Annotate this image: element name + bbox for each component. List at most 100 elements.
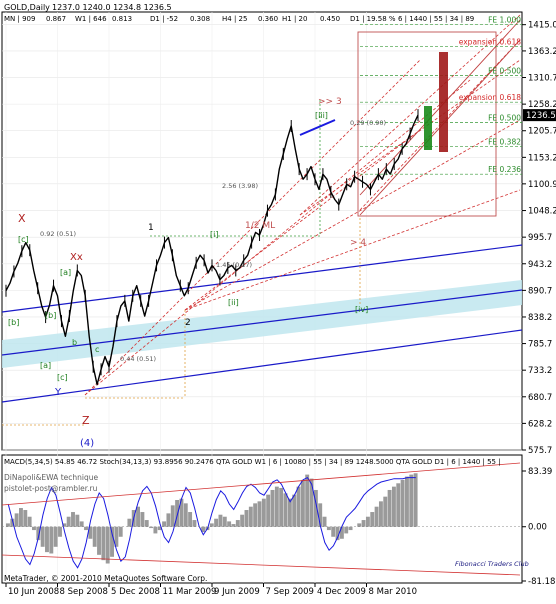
x-tick-label: 7 Sep 2009 [266, 587, 314, 597]
macd-histogram-bar [49, 526, 54, 554]
macd-histogram-bar [391, 486, 396, 527]
wave-label: [c] [57, 373, 68, 382]
pitchfork-line [184, 189, 521, 311]
macd-histogram-bar [166, 513, 171, 527]
macd-histogram-bar [170, 505, 175, 527]
y-tick-label: 1048.2 [528, 207, 556, 217]
pitchfork-line [84, 59, 421, 396]
ratio-label: 1.45 (0.27) [216, 261, 252, 269]
macd-histogram-bar [157, 526, 162, 531]
macd-histogram-bar [396, 483, 401, 527]
ratio-label: 0.29 (0.90) [350, 119, 386, 127]
indicator-trendline [1, 554, 521, 576]
indicator-layer: MACD(5,34,5) 54.85 46.72 Stoch(34,13,3) … [1, 458, 529, 583]
indicator-y-tick-label: 83.39 [528, 467, 552, 477]
projection-bar-red [439, 52, 448, 152]
macd-histogram-bar [257, 501, 262, 527]
pitchfork-line [299, 14, 521, 216]
levels-layer: FE 1.000 expansion 0.618 FE 0.500 expansion… [360, 16, 522, 175]
macd-histogram-bar [71, 512, 75, 527]
wave-label: [b] [8, 318, 19, 327]
fib-level-label: FE 0.500 [488, 66, 521, 75]
x-tick-label: 8 Mar 2010 [369, 587, 417, 597]
macd-histogram-bar [53, 526, 58, 547]
pitchfork-line [184, 129, 421, 311]
x-tick-label: 8 Sep 2008 [60, 587, 108, 597]
macd-histogram-bar [374, 506, 379, 527]
wave-label: [a] [60, 268, 71, 277]
last-price-box [523, 109, 556, 122]
fib-level-label: FE 0.382 [488, 137, 521, 146]
macd-histogram-bar [261, 498, 266, 527]
wave-label: 1/2 ML [245, 221, 275, 231]
y-tick-label: 943.2 [528, 260, 552, 270]
macd-histogram-bar [348, 526, 353, 531]
ratio-label: 2.56 (3.98) [222, 182, 258, 190]
technique-label: DiNapoli&EWA technique [4, 473, 98, 482]
macd-histogram-bar [322, 516, 327, 527]
macd-histogram-bar [218, 514, 223, 527]
macd-histogram-bar [222, 516, 227, 527]
club-label: Fibonacci Traders Club [455, 560, 529, 568]
macd-histogram-bar [183, 503, 188, 527]
projection-bar-green [424, 106, 432, 150]
y-tick-label: 575.7 [528, 446, 552, 456]
wave-label: >> 3 [318, 97, 342, 107]
header-stat: 0.813 [112, 15, 132, 23]
macd-histogram-bar [404, 476, 409, 527]
macd-histogram-bar [378, 501, 383, 527]
wave-label: c [95, 345, 99, 354]
macd-histogram-bar [192, 520, 197, 527]
background-layer [1, 11, 523, 584]
macd-histogram-bar [244, 510, 249, 527]
macd-histogram-bar [97, 526, 101, 555]
wave-label: b [72, 338, 77, 347]
macd-histogram-bar [58, 526, 62, 537]
macd-histogram-bar [19, 508, 23, 527]
y-tick-label: 838.2 [528, 313, 552, 323]
macd-histogram-bar [88, 526, 93, 539]
header-stat: 0.867 [46, 15, 66, 23]
macd-histogram-bar [62, 523, 67, 527]
wave-label: > 4 [350, 238, 366, 248]
wave-label: (4) [80, 438, 94, 449]
macd-histogram-bar [136, 506, 141, 527]
y-tick-label: 995.7 [528, 233, 552, 243]
y-tick-label: 680.7 [528, 393, 552, 403]
macd-histogram-bar [326, 526, 331, 531]
macd-histogram-bar [153, 526, 158, 534]
macd-histogram-bar [283, 493, 288, 527]
macd-histogram-bar [400, 479, 405, 527]
macd-histogram-bar [365, 516, 370, 527]
macd-histogram-bar [179, 498, 184, 527]
labels-layer: X Xx [c] [b] [a] [c] [b] [a] Y Z (4) 1 2 [i] [ii] [iii]… [8, 97, 386, 449]
wave-label: Y [54, 387, 62, 398]
x-tick-label: 5 Dec 2008 [111, 587, 160, 597]
macd-histogram-bar [162, 521, 167, 527]
macd-histogram-bar [287, 498, 292, 527]
channel-band [2, 280, 522, 368]
macd-histogram-bar [383, 496, 388, 527]
fib-level-label: expansion 0.618 [459, 93, 521, 102]
main-plot-frame [1, 11, 523, 451]
macd-histogram-bar [235, 520, 240, 527]
wave-label: [a] [40, 361, 51, 370]
header-stat: W1 | 646 [75, 15, 107, 23]
macd-histogram-bar [357, 523, 362, 527]
macd-histogram-bar [313, 489, 318, 527]
wave-label: [i] [210, 230, 218, 239]
x-tick-label: 11 Mar 2009 [163, 587, 217, 597]
macd-histogram-bar [40, 526, 45, 547]
header-stat: MN | 909 [4, 15, 35, 23]
header-stat: 6 | 1440 | 55 | 34 | 89 [398, 15, 474, 23]
channel-layer [1, 14, 523, 426]
indicator-trendline [1, 462, 521, 506]
macd-histogram-bar [66, 516, 71, 527]
macd-histogram-bar [14, 513, 19, 527]
macd-histogram-bar [361, 520, 366, 527]
macd-histogram-bar [10, 518, 15, 527]
wave-label: Z [82, 414, 90, 427]
footer-label: MetaTrader, © 2001-2010 MetaQuotes Softw… [4, 574, 207, 583]
macd-histogram-bar [92, 526, 97, 547]
